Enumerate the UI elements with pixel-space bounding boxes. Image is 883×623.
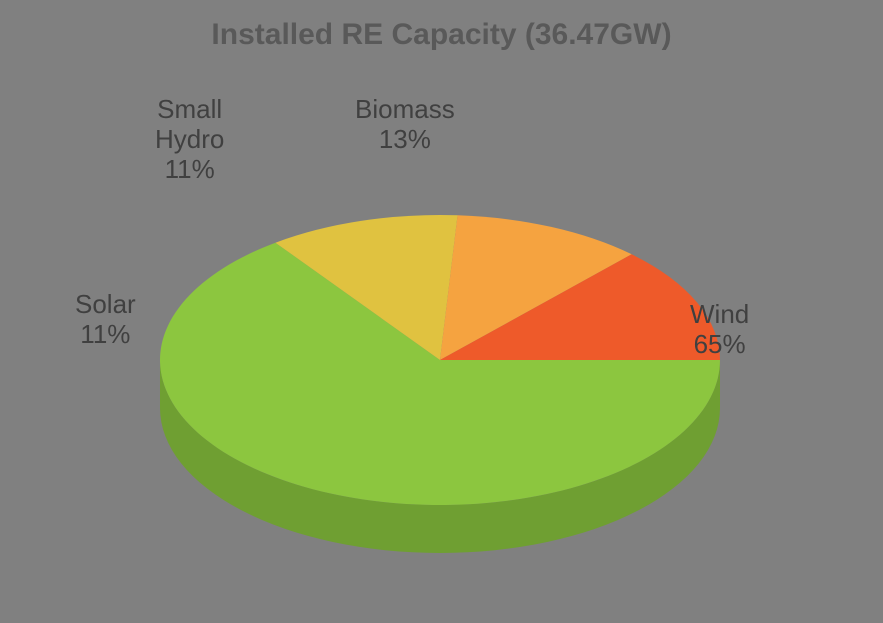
slice-label-wind: Wind 65% [690,300,749,360]
slice-label-small-hydro: Small Hydro 11% [155,95,224,185]
slice-label-solar: Solar 11% [75,290,136,350]
slice-label-biomass: Biomass 13% [355,95,455,155]
